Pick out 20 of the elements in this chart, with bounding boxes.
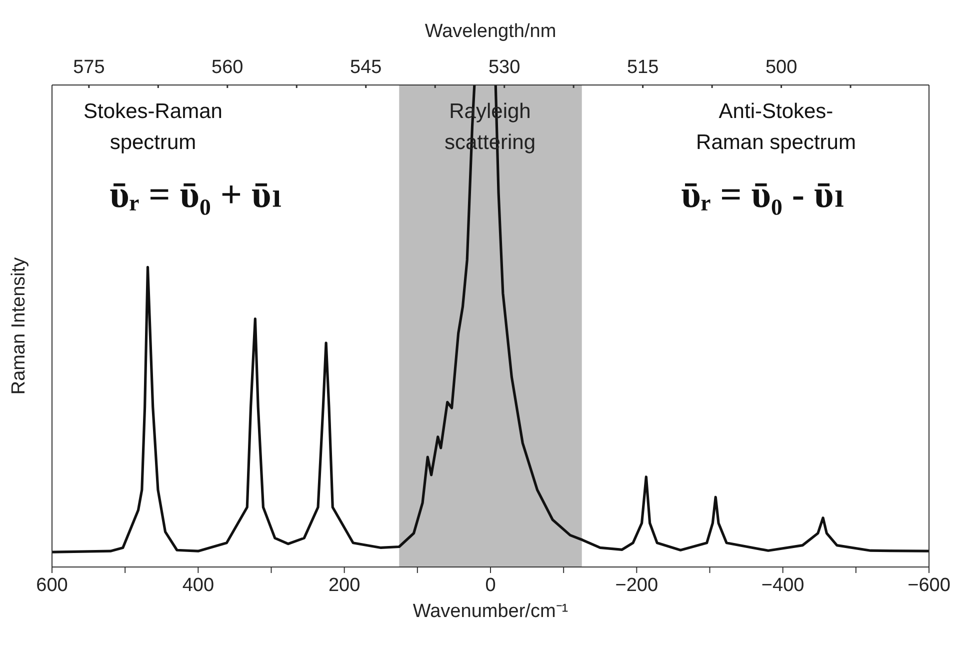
x2-axis-title: Wavelength/nm [424, 21, 556, 42]
annotation: ῡᵣ = ῡ₀ + ῡₗ [110, 174, 282, 216]
x2-tick-label: 560 [212, 57, 244, 78]
x2-tick-label: 515 [626, 57, 659, 78]
annotation: Anti-Stokes- Raman spectrum [696, 99, 856, 156]
y-axis-title: Raman Intensity [8, 256, 30, 395]
annotation: Stokes-Raman spectrum [84, 99, 222, 156]
x-tick-label: −400 [761, 575, 804, 596]
x2-tick-label: 500 [765, 57, 798, 78]
x2-tick-label: 545 [350, 57, 382, 78]
x-tick-label: 600 [36, 575, 68, 596]
x-axis-title: Wavenumber/cm⁻¹ [412, 601, 568, 622]
annotation: ῡᵣ = ῡ₀ - ῡₗ [681, 174, 845, 216]
x2-tick-label: 530 [488, 57, 520, 78]
x-tick-label: −600 [908, 575, 950, 596]
x-tick-label: 200 [328, 575, 360, 596]
x-tick-label: 400 [182, 575, 214, 596]
x-tick-label: 0 [485, 575, 496, 596]
x2-tick-label: 575 [73, 57, 105, 78]
x-tick-label: −200 [615, 575, 658, 596]
